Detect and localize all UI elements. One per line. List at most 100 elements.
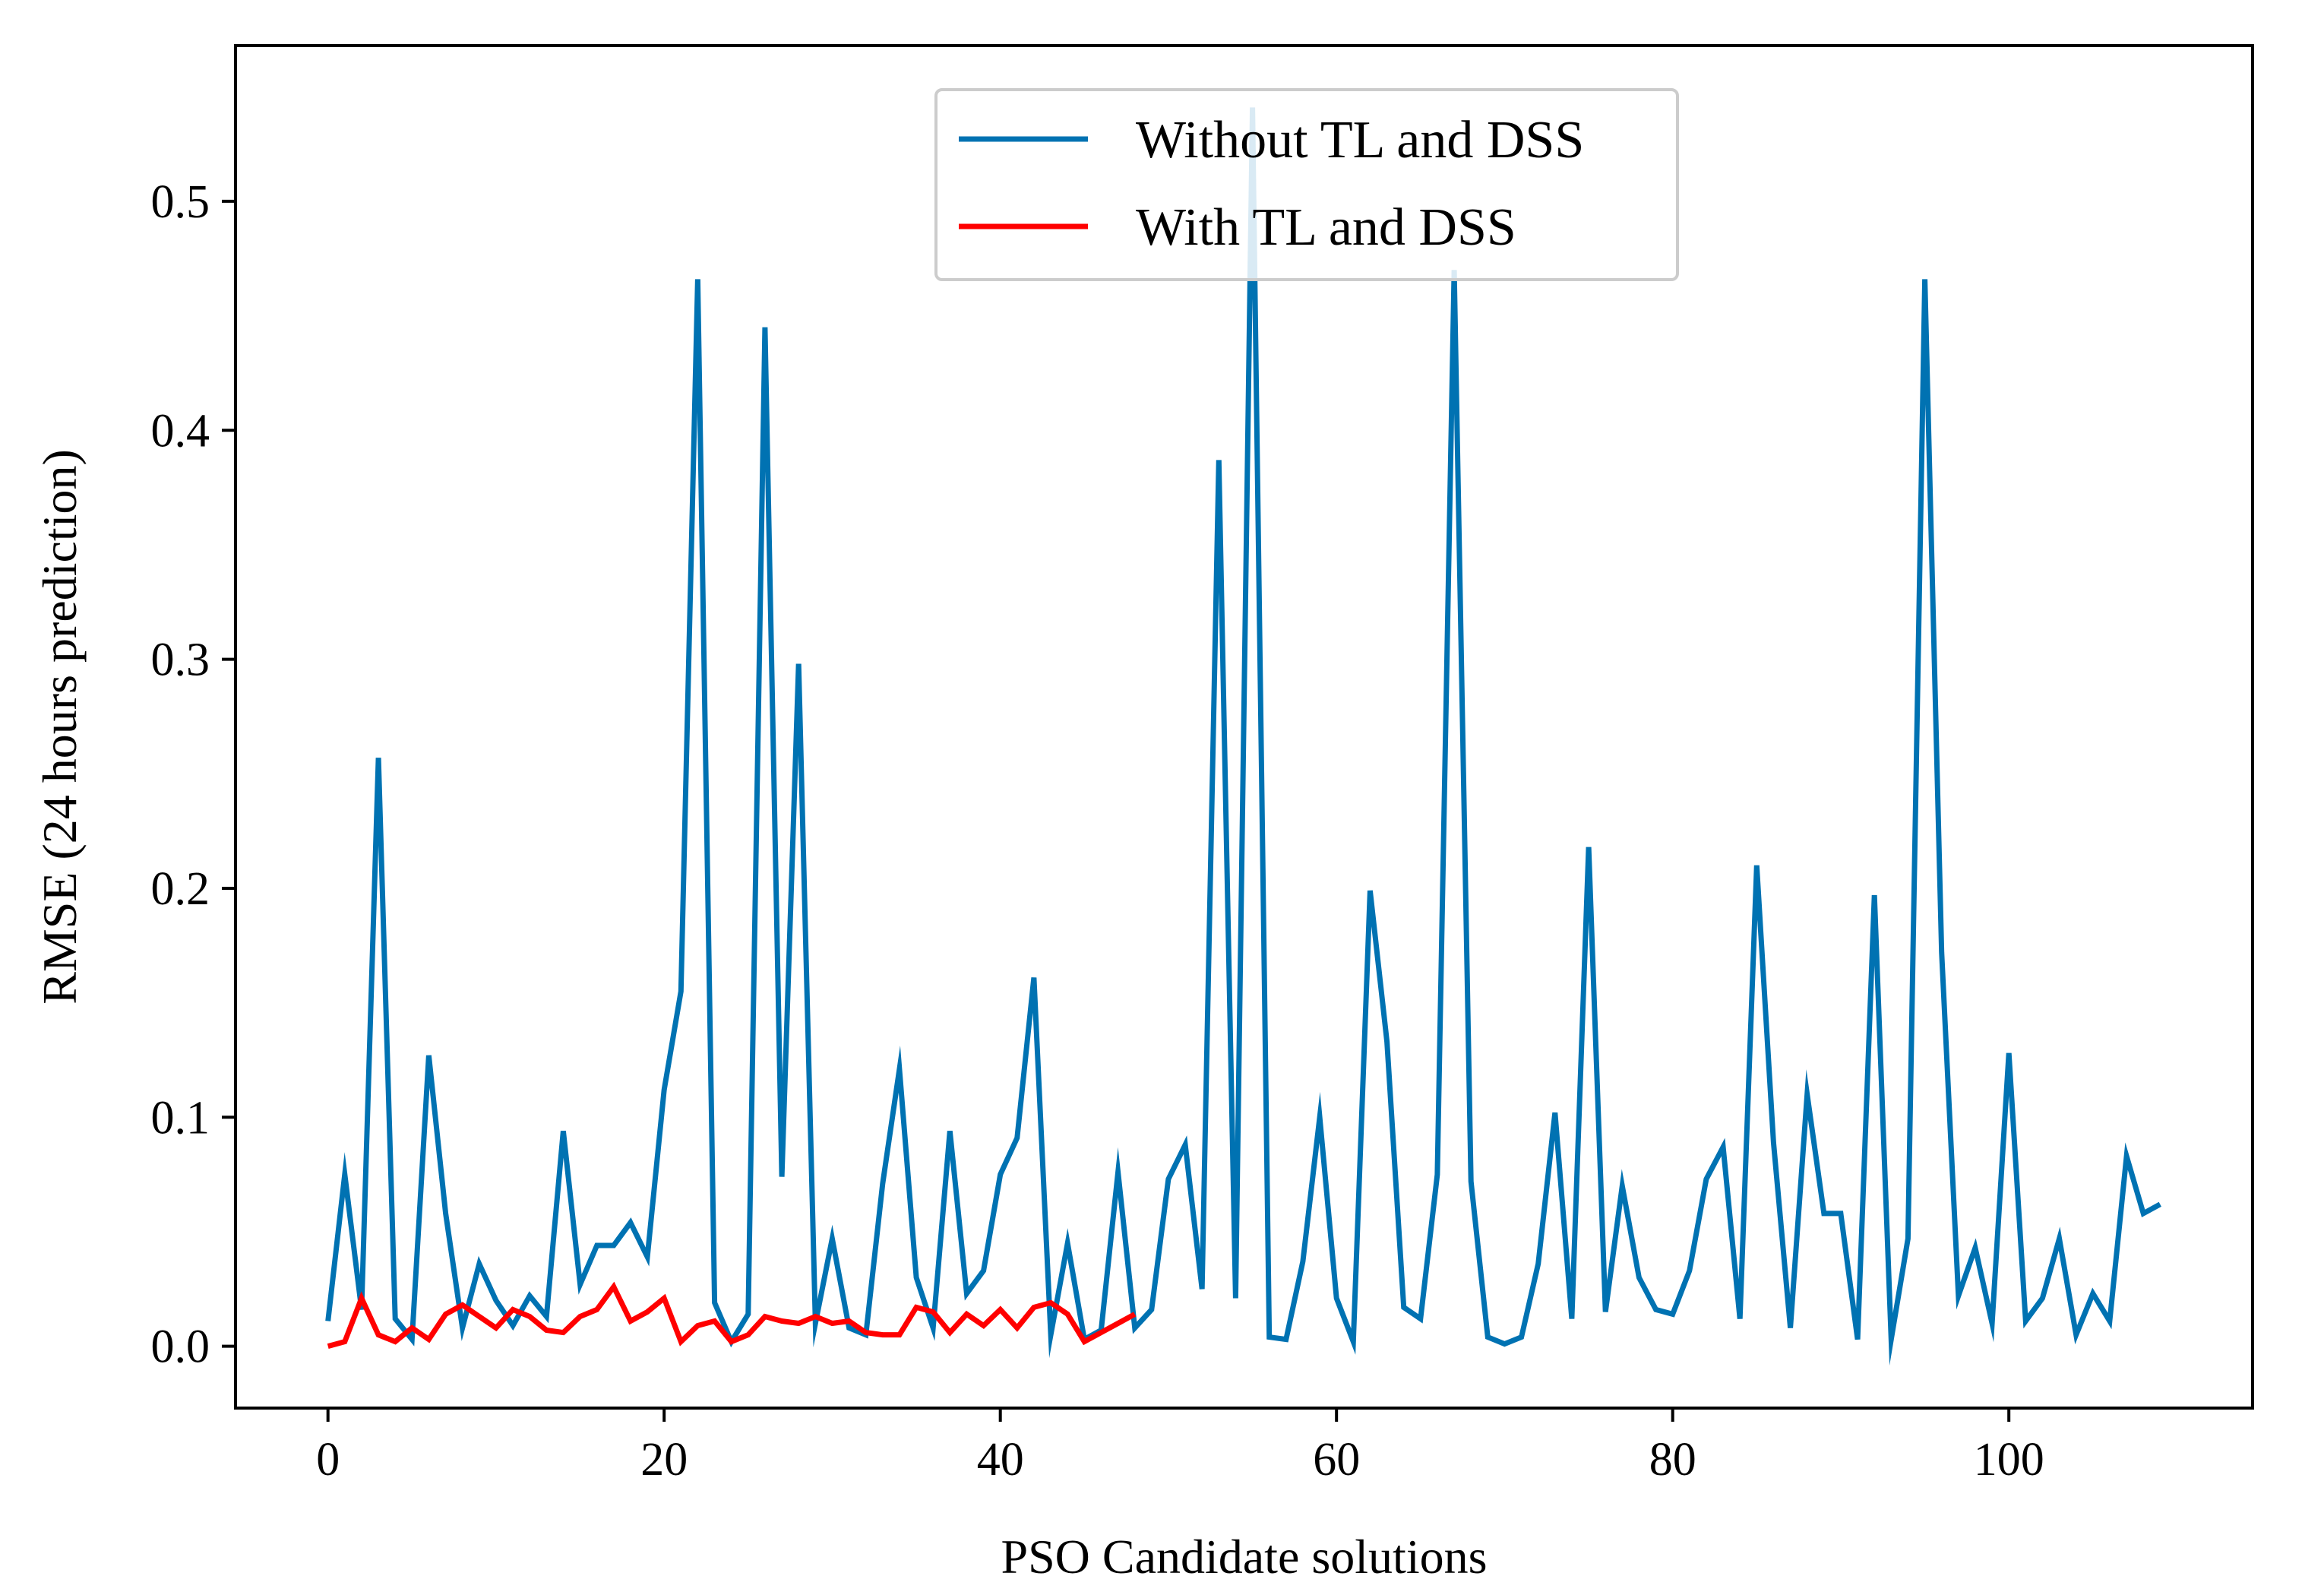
data-point: [695, 1324, 700, 1328]
data-point: [662, 1087, 666, 1092]
data-point: [914, 1275, 919, 1280]
data-point: [511, 1324, 515, 1328]
data-point: [511, 1307, 515, 1312]
data-point: [1402, 1305, 1406, 1309]
x-tick-label: 0: [316, 1434, 340, 1486]
data-point: [947, 1128, 952, 1133]
data-point: [1166, 1177, 1171, 1182]
data-point: [1956, 1293, 1961, 1298]
data-point: [1015, 1326, 1020, 1331]
data-point: [1301, 1259, 1305, 1264]
data-point: [1368, 888, 1372, 893]
data-point: [578, 1314, 583, 1318]
data-point: [830, 1236, 834, 1241]
data-point: [1519, 1335, 1524, 1340]
data-point: [830, 1321, 834, 1326]
data-point: [713, 1318, 717, 1323]
data-point: [1923, 277, 1927, 281]
data-point: [813, 1321, 817, 1326]
data-point: [1603, 1309, 1608, 1314]
data-point: [1099, 1331, 1103, 1335]
data-point: [343, 1173, 347, 1177]
data-point: [2091, 1291, 2095, 1296]
data-point: [2040, 1296, 2044, 1300]
data-point: [426, 1053, 431, 1058]
data-point: [477, 1314, 482, 1318]
data-point: [998, 1173, 1003, 1177]
data-point: [1586, 845, 1591, 850]
data-point: [595, 1307, 599, 1312]
data-point: [1048, 1333, 1053, 1337]
x-tick-label: 100: [1974, 1434, 2044, 1486]
data-point: [494, 1298, 498, 1302]
data-point: [494, 1326, 498, 1331]
data-point: [527, 1314, 532, 1318]
data-point: [881, 1182, 885, 1186]
data-point: [763, 325, 767, 330]
data-point: [763, 1314, 767, 1318]
data-point: [1737, 1316, 1742, 1321]
y-tick-label: 0.1: [151, 1092, 210, 1144]
data-point: [1233, 1296, 1238, 1300]
data-point: [409, 1337, 414, 1342]
data-point: [1788, 1326, 1793, 1331]
data-point: [595, 1243, 599, 1248]
legend-label-without-tl-dss: Without TL and DSS: [1136, 111, 1584, 169]
data-point: [544, 1328, 549, 1333]
data-point: [1200, 1286, 1204, 1291]
data-point: [746, 1333, 751, 1337]
data-point: [1385, 1040, 1390, 1044]
legend-label-with-tl-dss: With TL and DSS: [1136, 198, 1516, 257]
data-point: [931, 1326, 935, 1331]
data-point: [393, 1316, 397, 1321]
data-point: [1317, 1115, 1322, 1119]
data-point: [645, 1309, 650, 1314]
data-point: [1889, 1337, 1893, 1342]
series-line: [325, 107, 2161, 1366]
data-point: [1334, 1296, 1339, 1300]
data-point: [1771, 1140, 1775, 1144]
data-point: [393, 1340, 397, 1344]
data-point: [678, 1340, 683, 1344]
data-point: [1284, 1337, 1288, 1342]
data-point: [1570, 1316, 1574, 1321]
data-point: [628, 1220, 633, 1225]
x-tick-label: 60: [1313, 1434, 1360, 1486]
data-point: [947, 1331, 952, 1335]
data-point: [964, 1291, 969, 1296]
series-1: [327, 1281, 1137, 1349]
data-point: [1671, 1312, 1675, 1316]
data-point: [864, 1331, 868, 1335]
data-point: [847, 1326, 852, 1331]
series-0: [325, 107, 2161, 1366]
data-point: [2074, 1333, 2079, 1337]
y-tick-label: 0.2: [151, 863, 210, 915]
data-point: [1973, 1245, 1978, 1250]
data-point: [1133, 1326, 1137, 1331]
data-point: [1267, 1335, 1272, 1340]
data-point: [1183, 1142, 1187, 1147]
data-point: [561, 1331, 565, 1335]
data-point: [1721, 1144, 1725, 1149]
data-point: [1940, 950, 1944, 954]
data-point: [628, 1318, 633, 1323]
data-point: [1687, 1268, 1692, 1273]
data-point: [1990, 1321, 1994, 1326]
data-point: [1116, 1170, 1121, 1175]
axes-layer: 0 20 40 60 80 100 0.0 0.1 0.2 0.3 0.4 0.5: [151, 176, 2044, 1486]
data-point: [578, 1282, 583, 1286]
data-point: [914, 1305, 919, 1309]
data-point: [982, 1268, 986, 1273]
data-point: [544, 1314, 549, 1318]
data-point: [1905, 1236, 1910, 1241]
data-point: [1855, 1337, 1860, 1342]
data-point: [2141, 1211, 2145, 1216]
data-point: [662, 1296, 666, 1300]
data-point: [1048, 1300, 1053, 1305]
data-point: [1839, 1211, 1843, 1216]
data-point: [695, 277, 700, 281]
data-point: [444, 1211, 448, 1216]
data-point: [1435, 1173, 1440, 1177]
data-point: [1065, 1312, 1070, 1316]
data-point: [1553, 1110, 1557, 1115]
